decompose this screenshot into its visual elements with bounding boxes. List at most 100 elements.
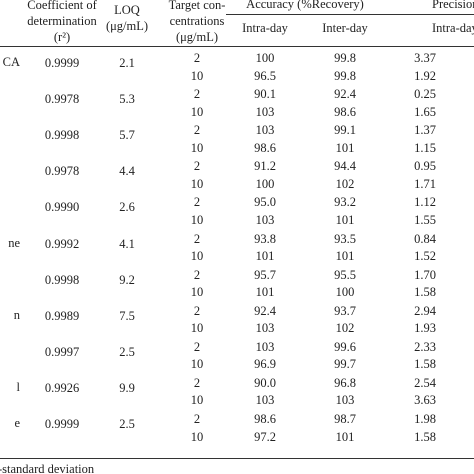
cell: 103 — [255, 212, 275, 227]
cell-r2: 0.9998 — [44, 127, 80, 142]
analyte-name: l — [16, 379, 20, 394]
header-target: (μg/mL) — [175, 29, 219, 44]
cell: 92.4 — [334, 86, 356, 101]
cell: 97.2 — [254, 429, 276, 444]
cell: 101 — [335, 140, 355, 155]
cell: 93.5 — [334, 231, 356, 246]
cell: 91.2 — [254, 159, 276, 174]
cell: 99.8 — [334, 50, 356, 65]
cell-loq: 4.4 — [119, 164, 135, 179]
cell: 2 — [193, 375, 201, 390]
cell: 98.6 — [334, 104, 356, 119]
analyte-name: e — [14, 415, 20, 430]
cell-loq: 2.1 — [119, 55, 135, 70]
cell: 1.37 — [414, 122, 436, 137]
cell: 2 — [193, 303, 201, 318]
header-precision: Precision — [432, 0, 474, 11]
header-inter: Inter-day — [322, 20, 368, 35]
cell: 101 — [255, 284, 275, 299]
cell: 101 — [335, 212, 355, 227]
header-intra: Intra-day — [242, 20, 288, 35]
cell: 93.7 — [334, 303, 356, 318]
cell-r2: 0.9992 — [44, 236, 80, 251]
cell: 102 — [335, 176, 355, 191]
cell: 92.4 — [254, 303, 276, 318]
cell: 101 — [255, 248, 275, 263]
cell: 0.84 — [414, 231, 436, 246]
cell: 101 — [335, 248, 355, 263]
analyte-name: CA — [2, 54, 20, 69]
header-coefficient: determination — [27, 13, 97, 28]
cell: 99.7 — [334, 357, 356, 372]
cell: 0.25 — [414, 86, 436, 101]
cell: 103 — [255, 393, 275, 408]
cell: 2.33 — [414, 339, 436, 354]
cell: 95.5 — [334, 267, 356, 282]
cell: 10 — [190, 429, 204, 444]
cell: 95.7 — [254, 267, 276, 282]
cell: 95.0 — [254, 195, 276, 210]
cell: 90.0 — [254, 375, 276, 390]
cell: 90.1 — [254, 86, 276, 101]
cell: 101 — [335, 429, 355, 444]
cell: 100 — [255, 50, 275, 65]
cell: 1.15 — [414, 140, 436, 155]
cell: 0.95 — [414, 159, 436, 174]
header-coefficient: Coefficient of — [27, 0, 97, 12]
cell: 2 — [193, 122, 201, 137]
cell: 103 — [335, 393, 355, 408]
accuracy-rule — [226, 14, 474, 15]
cell: 98.7 — [334, 411, 356, 426]
cell-loq: 2.6 — [119, 200, 135, 215]
cell: 10 — [190, 176, 204, 191]
header-precision-intra: Intra-day — [432, 20, 474, 35]
header-loq: LOQ — [114, 2, 140, 17]
cell: 3.63 — [414, 393, 436, 408]
cell: 1.52 — [414, 248, 436, 263]
cell: 10 — [190, 357, 204, 372]
cell: 1.71 — [414, 176, 436, 191]
cell: 1.92 — [414, 68, 436, 83]
cell: 99.1 — [334, 122, 356, 137]
analyte-name: ne — [8, 235, 20, 250]
header-loq: (μg/mL) — [105, 18, 149, 33]
cell: 1.70 — [414, 267, 436, 282]
cell-loq: 5.3 — [119, 91, 135, 106]
cell: 94.4 — [334, 159, 356, 174]
cell: 99.8 — [334, 68, 356, 83]
cell-r2: 0.9978 — [44, 164, 80, 179]
cell: 96.9 — [254, 357, 276, 372]
cell-loq: 7.5 — [119, 308, 135, 323]
cell: 103 — [255, 104, 275, 119]
cell: 10 — [190, 212, 204, 227]
cell: 1.98 — [414, 411, 436, 426]
header-target: centrations — [169, 13, 225, 28]
cell: 99.6 — [334, 339, 356, 354]
cell: 98.6 — [254, 411, 276, 426]
cell: 1.65 — [414, 104, 436, 119]
cell: 10 — [190, 68, 204, 83]
cell: 1.12 — [414, 195, 436, 210]
cell: 2 — [193, 231, 201, 246]
analyte-name: n — [13, 307, 20, 322]
header-rule — [0, 46, 474, 47]
cell: 2.94 — [414, 303, 436, 318]
cell: 1.55 — [414, 212, 436, 227]
cell: 1.58 — [414, 284, 436, 299]
cell: 93.8 — [254, 231, 276, 246]
cell: 103 — [255, 339, 275, 354]
footnote: -standard deviation — [0, 461, 95, 474]
cell: 1.58 — [414, 357, 436, 372]
header-accuracy: Accuracy (%Recovery) — [246, 0, 364, 11]
cell: 103 — [255, 320, 275, 335]
cell: 100 — [255, 176, 275, 191]
cell: 93.2 — [334, 195, 356, 210]
cell: 1.58 — [414, 429, 436, 444]
cell-r2: 0.9999 — [44, 55, 80, 70]
cell-r2: 0.9926 — [44, 380, 80, 395]
cell-loq: 2.5 — [119, 344, 135, 359]
cell: 2 — [193, 411, 201, 426]
cell: 3.37 — [414, 50, 436, 65]
cell: 2 — [193, 339, 201, 354]
